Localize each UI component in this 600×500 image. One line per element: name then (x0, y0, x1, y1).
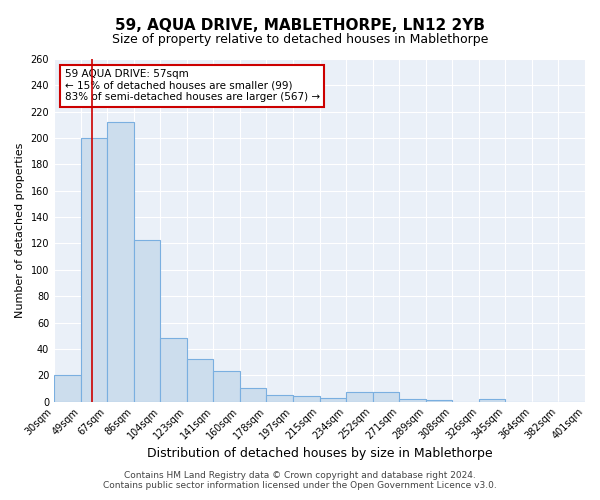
Bar (214, 372, 240, 402)
Bar (479, 399, 505, 402)
Bar (373, 392, 399, 402)
Y-axis label: Number of detached properties: Number of detached properties (15, 142, 25, 318)
Bar (320, 398, 346, 402)
Bar (134, 240, 160, 402)
Bar (107, 122, 134, 402)
Bar (266, 395, 293, 402)
Bar (240, 388, 266, 402)
Text: 59, AQUA DRIVE, MABLETHORPE, LN12 2YB: 59, AQUA DRIVE, MABLETHORPE, LN12 2YB (115, 18, 485, 32)
Bar (293, 396, 320, 402)
Bar (160, 338, 187, 402)
Bar (346, 392, 373, 402)
Text: Size of property relative to detached houses in Mablethorpe: Size of property relative to detached ho… (112, 32, 488, 46)
Bar (426, 400, 452, 402)
Bar (54, 375, 80, 402)
X-axis label: Distribution of detached houses by size in Mablethorpe: Distribution of detached houses by size … (147, 447, 493, 460)
Text: 59 AQUA DRIVE: 57sqm
← 15% of detached houses are smaller (99)
83% of semi-detac: 59 AQUA DRIVE: 57sqm ← 15% of detached h… (65, 70, 320, 102)
Bar (187, 360, 214, 402)
Bar (80, 138, 107, 402)
Bar (399, 399, 426, 402)
Text: Contains HM Land Registry data © Crown copyright and database right 2024.
Contai: Contains HM Land Registry data © Crown c… (103, 470, 497, 490)
